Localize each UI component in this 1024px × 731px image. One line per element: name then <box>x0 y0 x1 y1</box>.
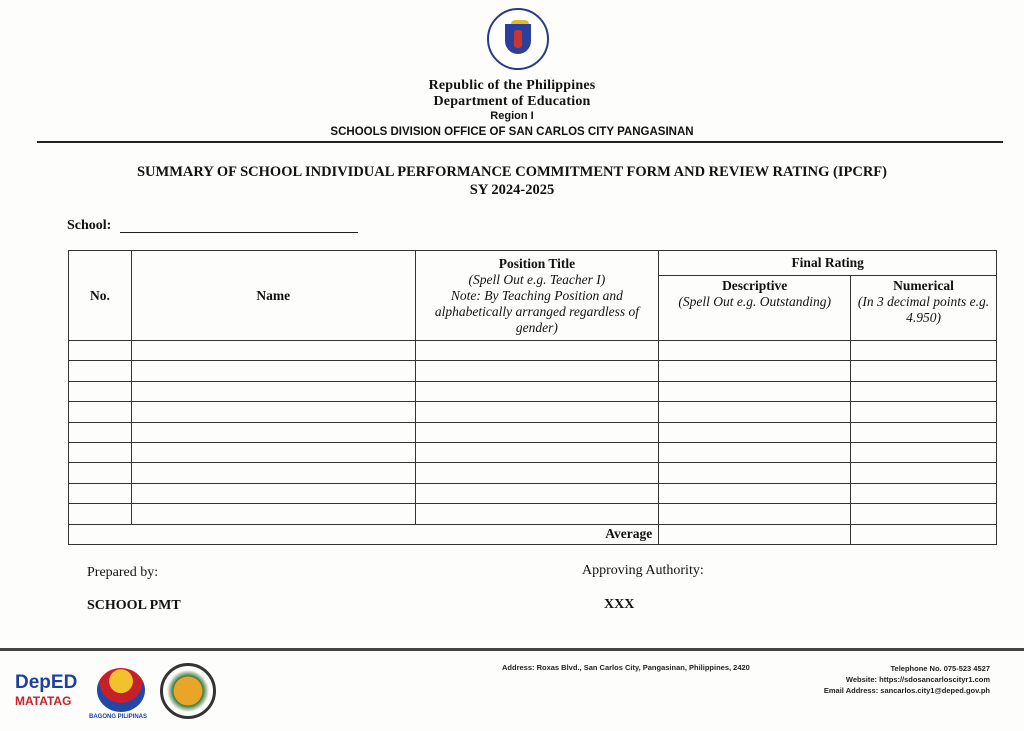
header-position: Position Title (Spell Out e.g. Teacher I… <box>414 250 660 341</box>
header-no: No. <box>68 250 132 341</box>
name-cell[interactable] <box>130 482 416 505</box>
table-row <box>68 421 997 443</box>
numerical-cell[interactable] <box>850 503 997 525</box>
position-note1: (Spell Out e.g. Teacher I) <box>468 271 606 287</box>
numerical-note: (In 3 decimal points e.g. 4.950) <box>857 294 990 325</box>
position-cell[interactable] <box>414 503 660 525</box>
name-cell[interactable] <box>130 503 416 525</box>
no-cell[interactable] <box>68 360 132 382</box>
republic-heading: Republic of the Philippines <box>428 78 596 93</box>
footer-address: Address: Roxas Blvd., San Carlos City, P… <box>502 663 750 672</box>
no-cell[interactable] <box>68 339 132 362</box>
descriptive-cell[interactable] <box>658 421 852 443</box>
descriptive-cell[interactable] <box>658 462 852 484</box>
numerical-cell[interactable] <box>850 441 997 464</box>
deped-seal-logo <box>487 8 549 70</box>
name-cell[interactable] <box>130 339 416 362</box>
numerical-title: Numerical <box>893 278 954 293</box>
average-label: Average <box>67 523 660 545</box>
position-cell[interactable] <box>414 421 660 443</box>
position-cell[interactable] <box>414 380 660 403</box>
position-cell[interactable] <box>414 339 660 362</box>
no-cell[interactable] <box>68 421 132 443</box>
department-heading: Department of Education <box>433 94 591 109</box>
sdo-seal-logo <box>160 663 216 719</box>
prepared-by-name: SCHOOL PMT <box>87 598 181 613</box>
numerical-cell[interactable] <box>850 462 997 484</box>
no-cell[interactable] <box>68 380 132 403</box>
no-cell[interactable] <box>68 503 132 525</box>
form-title-line1: SUMMARY OF SCHOOL INDIVIDUAL PERFORMANCE… <box>136 164 887 180</box>
position-cell[interactable] <box>414 441 660 464</box>
table-row <box>68 462 997 484</box>
descriptive-note: (Spell Out e.g. Outstanding) <box>678 294 831 309</box>
no-cell[interactable] <box>68 462 132 484</box>
average-numerical-cell[interactable] <box>850 523 997 545</box>
descriptive-cell[interactable] <box>658 360 852 382</box>
deped-logo: DepED MATATAG <box>15 672 77 708</box>
position-cell[interactable] <box>414 462 660 484</box>
division-heading: SCHOOLS DIVISION OFFICE OF SAN CARLOS CI… <box>330 126 694 138</box>
no-cell[interactable] <box>68 401 132 423</box>
descriptive-cell[interactable] <box>658 380 852 403</box>
name-cell[interactable] <box>130 421 416 443</box>
form-title: SUMMARY OF SCHOOL INDIVIDUAL PERFORMANCE… <box>0 163 1024 199</box>
form-title-line2: SY 2024-2025 <box>469 182 555 198</box>
table-row <box>68 503 997 525</box>
header-numerical: Numerical (In 3 decimal points e.g. 4.95… <box>850 275 997 341</box>
numerical-cell[interactable] <box>850 339 997 362</box>
table-row <box>68 380 997 403</box>
name-cell[interactable] <box>130 462 416 484</box>
deped-logo-text: DepED <box>15 672 78 693</box>
approving-authority-name: XXX <box>604 597 635 612</box>
position-cell[interactable] <box>414 360 660 382</box>
numerical-cell[interactable] <box>850 380 997 403</box>
position-title: Position Title <box>498 255 576 271</box>
no-cell[interactable] <box>68 482 132 505</box>
numerical-cell[interactable] <box>850 401 997 423</box>
bagong-pilipinas-text: BAGONG PILIPINAS <box>89 714 148 720</box>
name-cell[interactable] <box>130 380 416 403</box>
numerical-cell[interactable] <box>850 421 997 443</box>
descriptive-cell[interactable] <box>658 401 852 423</box>
numerical-cell[interactable] <box>850 482 997 505</box>
footer-contact: Telephone No. 075-523 4527 Website: http… <box>824 663 990 696</box>
position-cell[interactable] <box>414 482 660 505</box>
table-row <box>68 441 997 464</box>
name-cell[interactable] <box>130 401 416 423</box>
average-descriptive-cell[interactable] <box>658 523 852 545</box>
header-final-rating: Final Rating <box>658 250 997 276</box>
table-row <box>68 360 997 382</box>
ipcrf-table: No. Name Position Title (Spell Out e.g. … <box>67 250 997 545</box>
position-cell[interactable] <box>414 401 660 423</box>
descriptive-title: Descriptive <box>722 278 788 293</box>
school-field[interactable] <box>120 232 358 233</box>
table-row <box>68 339 997 362</box>
name-cell[interactable] <box>130 441 416 464</box>
descriptive-cell[interactable] <box>658 339 852 362</box>
table-row <box>68 482 997 505</box>
school-label: School: <box>67 218 112 233</box>
descriptive-cell[interactable] <box>658 482 852 505</box>
descriptive-cell[interactable] <box>658 503 852 525</box>
header-descriptive: Descriptive (Spell Out e.g. Outstanding) <box>658 275 852 341</box>
position-note2: Note: By Teaching Position and alphabeti… <box>434 287 639 335</box>
footer-divider <box>0 648 1024 651</box>
descriptive-cell[interactable] <box>658 441 852 464</box>
header-divider <box>37 141 1003 143</box>
numerical-cell[interactable] <box>850 360 997 382</box>
footer-telephone: Telephone No. 075-523 4527 <box>890 664 991 673</box>
no-cell[interactable] <box>68 441 132 464</box>
matatag-text: MATATAG <box>15 694 72 708</box>
header-name: Name <box>130 250 416 341</box>
footer-email[interactable]: Email Address: sancarlos.city1@deped.gov… <box>823 686 990 695</box>
name-cell[interactable] <box>130 360 416 382</box>
approving-authority-label: Approving Authority: <box>582 563 704 578</box>
footer-website[interactable]: Website: https://sdosancarloscityr1.com <box>845 675 990 684</box>
bagong-pilipinas-logo <box>97 668 145 712</box>
prepared-by-label: Prepared by: <box>87 565 159 580</box>
table-row <box>68 401 997 423</box>
region-heading: Region I <box>490 110 534 122</box>
